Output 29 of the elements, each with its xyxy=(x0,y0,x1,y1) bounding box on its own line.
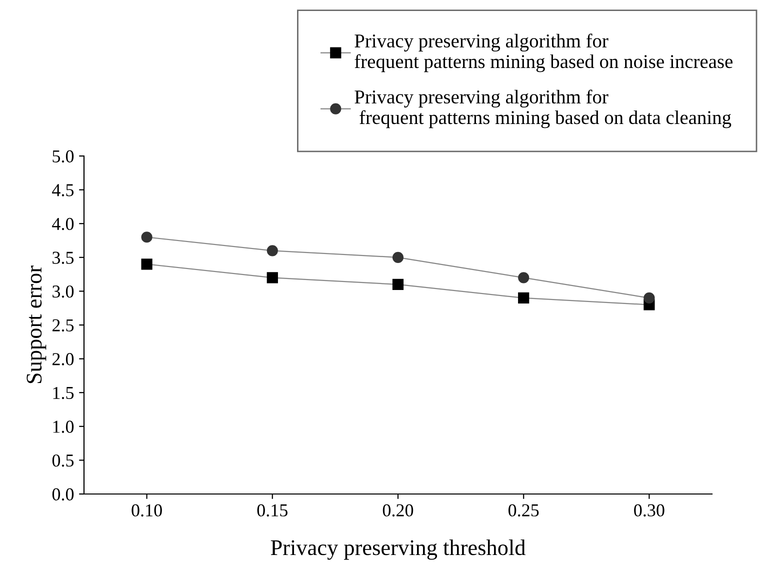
y-tick-label: 4.0 xyxy=(52,218,74,230)
legend-label: Privacy preserving algorithm for frequent patterns mining based on noise increase xyxy=(354,34,732,72)
point xyxy=(141,258,152,270)
point xyxy=(266,245,278,256)
y-tick-label: 2.0 xyxy=(52,353,74,366)
y-tick-label: 5.0 xyxy=(52,150,74,163)
point xyxy=(392,278,404,290)
x-axis-title: Privacy preserving threshold xyxy=(270,540,526,560)
y-tick-label: 3.5 xyxy=(52,252,74,264)
point xyxy=(141,232,152,243)
y-tick-label: 3.0 xyxy=(52,285,74,298)
x-tick-label: 0.30 xyxy=(634,504,664,517)
point xyxy=(392,252,404,263)
point xyxy=(266,272,278,284)
x-tick-label: 0.25 xyxy=(508,504,539,517)
y-tick-label: 2.5 xyxy=(52,319,74,332)
point xyxy=(518,272,530,284)
point xyxy=(644,292,655,304)
x-tick-label: 0.10 xyxy=(132,504,162,517)
legend-label: Privacy preserving algorithm for frequent patterns mining based on data cleaning xyxy=(354,90,732,128)
y-tick-label: 0.0 xyxy=(52,488,74,501)
y-tick-label: 1.0 xyxy=(53,420,74,433)
y-tick-label: 0.5 xyxy=(52,454,74,467)
y-axis-title: Support error xyxy=(26,266,46,384)
x-tick-label: 0.15 xyxy=(257,504,288,517)
y-tick-label: 4.5 xyxy=(52,184,74,196)
x-tick-label: 0.20 xyxy=(382,504,414,517)
point xyxy=(518,292,530,304)
y-tick-label: 1.5 xyxy=(53,386,74,400)
